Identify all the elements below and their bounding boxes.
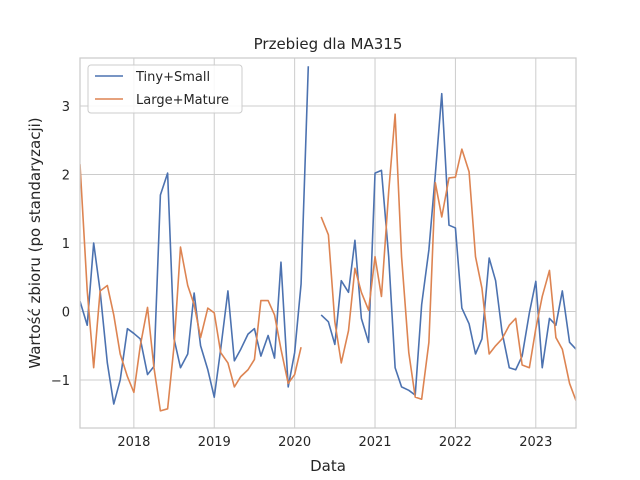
x-tick-label: 2020 xyxy=(278,435,311,450)
legend-label-tiny-small: Tiny+Small xyxy=(135,70,210,85)
series-lines xyxy=(80,66,576,412)
y-tick-label: 1 xyxy=(62,237,70,252)
x-tick-label: 2021 xyxy=(358,435,391,450)
x-tick-label: 2019 xyxy=(198,435,231,450)
legend-box xyxy=(87,64,243,114)
chart-title: Przebieg dla MA315 xyxy=(254,35,403,53)
x-tick-label: 2018 xyxy=(117,435,150,450)
x-axis-label: Data xyxy=(310,457,346,475)
gridlines xyxy=(80,58,576,428)
legend: Tiny+Small Large+Mature xyxy=(87,64,243,114)
series-line-tiny-small xyxy=(80,66,576,405)
x-tick-label: 2022 xyxy=(439,435,472,450)
tick-labels: 2018 2019 2020 2021 2022 2023 −1 0 1 2 3 xyxy=(51,100,553,450)
y-tick-label: −1 xyxy=(51,374,70,389)
y-tick-label: 0 xyxy=(62,306,70,321)
y-tick-label: 2 xyxy=(62,168,70,183)
y-axis-label: Wartość zbioru (po standaryzacji) xyxy=(26,117,44,368)
y-tick-label: 3 xyxy=(62,100,70,115)
x-tick-label: 2023 xyxy=(519,435,552,450)
series-line-large-mature xyxy=(80,113,576,412)
legend-label-large-mature: Large+Mature xyxy=(136,93,229,108)
plot-frame xyxy=(79,57,577,429)
